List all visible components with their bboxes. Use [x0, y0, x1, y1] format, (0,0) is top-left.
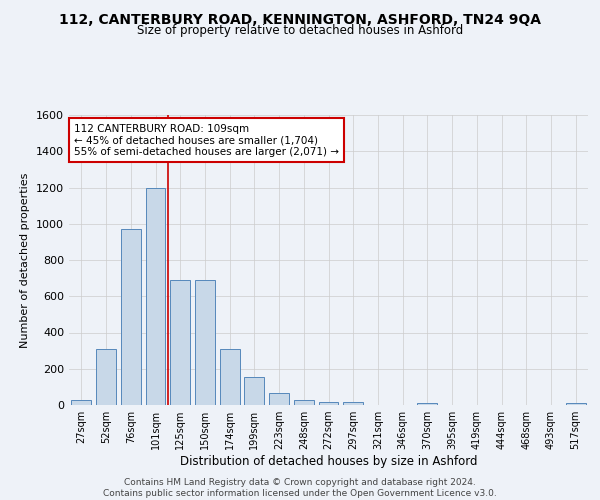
- Text: 112 CANTERBURY ROAD: 109sqm
← 45% of detached houses are smaller (1,704)
55% of : 112 CANTERBURY ROAD: 109sqm ← 45% of det…: [74, 124, 339, 157]
- Bar: [71, 400, 91, 405]
- Bar: [566, 403, 586, 405]
- X-axis label: Distribution of detached houses by size in Ashford: Distribution of detached houses by size …: [180, 455, 477, 468]
- Text: Contains HM Land Registry data © Crown copyright and database right 2024.
Contai: Contains HM Land Registry data © Crown c…: [103, 478, 497, 498]
- Text: 112, CANTERBURY ROAD, KENNINGTON, ASHFORD, TN24 9QA: 112, CANTERBURY ROAD, KENNINGTON, ASHFOR…: [59, 12, 541, 26]
- Y-axis label: Number of detached properties: Number of detached properties: [20, 172, 31, 348]
- Bar: [418, 403, 437, 405]
- Bar: [269, 393, 289, 405]
- Bar: [220, 349, 239, 405]
- Bar: [343, 402, 363, 405]
- Bar: [319, 402, 338, 405]
- Bar: [244, 377, 264, 405]
- Text: Size of property relative to detached houses in Ashford: Size of property relative to detached ho…: [137, 24, 463, 37]
- Bar: [96, 349, 116, 405]
- Bar: [146, 188, 166, 405]
- Bar: [195, 280, 215, 405]
- Bar: [170, 280, 190, 405]
- Bar: [121, 229, 140, 405]
- Bar: [294, 400, 314, 405]
